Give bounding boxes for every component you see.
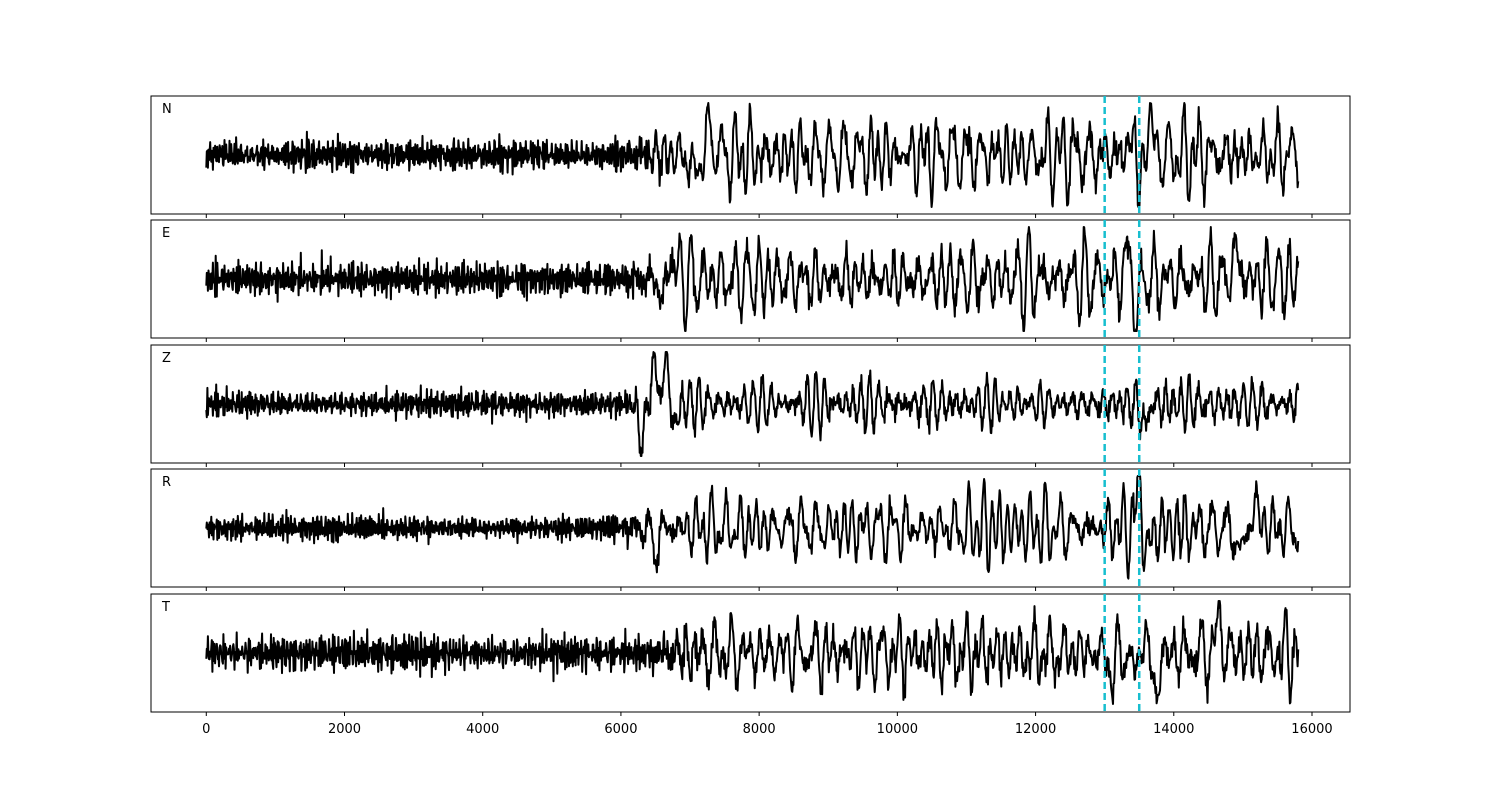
waveform-trace-r: [205, 475, 1300, 580]
x-tick-label: 6000: [604, 722, 637, 737]
x-tick-label: 10000: [877, 722, 918, 737]
component-label: T: [161, 600, 170, 615]
panel-frame: [150, 95, 1351, 215]
panel-frame: [150, 468, 1351, 588]
component-panels: N E Z R T: [150, 95, 1351, 716]
x-tick-label: 0: [202, 722, 210, 737]
panel-z: Z: [150, 344, 1351, 467]
component-label: Z: [162, 351, 171, 366]
x-tick-label: 2000: [328, 722, 361, 737]
x-axis: 0 2000 4000 6000 8000 10000 12000 14000 16000: [202, 722, 1333, 737]
x-tick-label: 16000: [1291, 722, 1332, 737]
x-tick-label: 4000: [466, 722, 499, 737]
waveform-trace-t: [205, 600, 1300, 705]
component-label: R: [162, 475, 171, 490]
waveform-trace-e: [205, 226, 1300, 332]
panel-frame: [150, 219, 1351, 339]
panel-n: N: [150, 95, 1351, 218]
component-label: N: [162, 102, 172, 117]
panel-frame: [150, 344, 1351, 464]
waveform-trace-n: [205, 102, 1300, 208]
panel-frame: [150, 593, 1351, 713]
panel-t: T: [150, 593, 1351, 716]
panel-r: R: [150, 468, 1351, 591]
x-tick-label: 14000: [1153, 722, 1194, 737]
x-tick-label: 8000: [743, 722, 776, 737]
x-tick-label: 12000: [1015, 722, 1056, 737]
panel-e: E: [150, 219, 1351, 342]
waveform-trace-z: [205, 351, 1300, 457]
component-label: E: [162, 226, 170, 241]
